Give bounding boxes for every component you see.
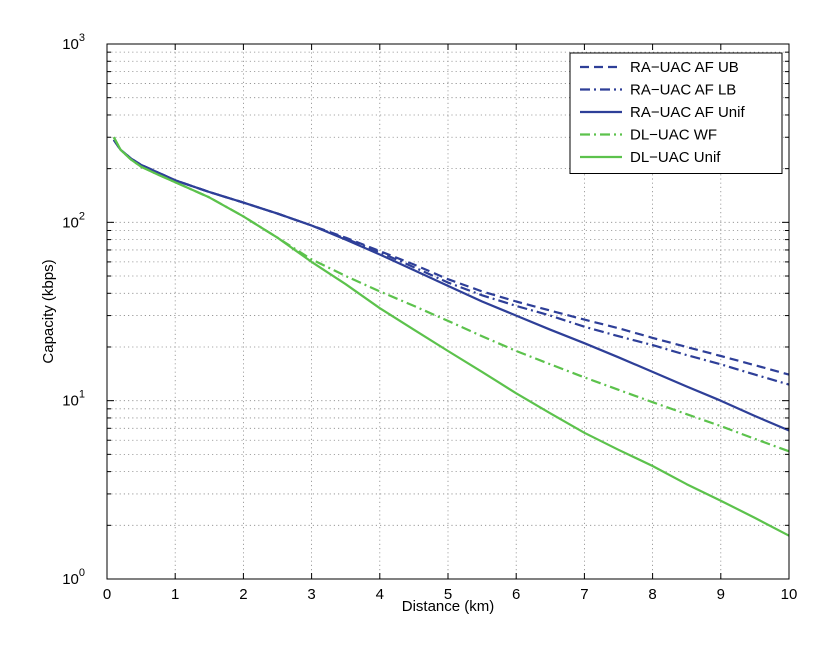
legend-label: RA−UAC AF UB	[630, 59, 739, 76]
y-tick-labels: 100 101 102 103	[62, 32, 85, 588]
grid-lines	[107, 44, 789, 579]
legend: RA−UAC AF UB RA−UAC AF LB RA−UAC AF Unif DL…	[569, 52, 783, 174]
series-line-4	[112, 136, 790, 453]
series-line-2	[112, 139, 790, 386]
x-tick-label: 2	[239, 586, 247, 603]
x-tick-label: 5	[444, 586, 452, 603]
y-tick-label: 103	[62, 32, 85, 53]
legend-box	[569, 52, 783, 174]
x-tick-label: 8	[648, 586, 656, 603]
x-tick-label: 3	[307, 586, 315, 603]
x-tick-label: 7	[580, 586, 588, 603]
legend-label: DL−UAC WF	[630, 127, 717, 144]
x-tick-label: 9	[717, 586, 725, 603]
x-tick-label: 6	[512, 586, 520, 603]
series-line-3	[112, 139, 790, 432]
y-tick-label: 100	[62, 567, 85, 588]
x-tick-labels: 0 1 2 3 4 5 6 7 8 9 10	[103, 586, 798, 603]
series-line-5	[112, 136, 790, 537]
series-line-1	[112, 139, 790, 376]
legend-label: RA−UAC AF Unif	[630, 104, 745, 121]
legend-label: DL−UAC Unif	[630, 149, 721, 166]
axis-ticks	[106, 43, 790, 580]
series-lines	[112, 136, 790, 537]
x-tick-label: 4	[376, 586, 384, 603]
x-tick-label: 1	[171, 586, 179, 603]
y-tick-label: 101	[62, 389, 85, 410]
x-tick-label: 10	[781, 586, 798, 603]
y-axis-label: Capacity (kbps)	[40, 259, 57, 363]
legend-label: RA−UAC AF LB	[630, 82, 736, 99]
x-axis-label: Distance (km)	[402, 598, 495, 615]
x-tick-label: 0	[103, 586, 111, 603]
y-tick-label: 102	[62, 210, 85, 231]
